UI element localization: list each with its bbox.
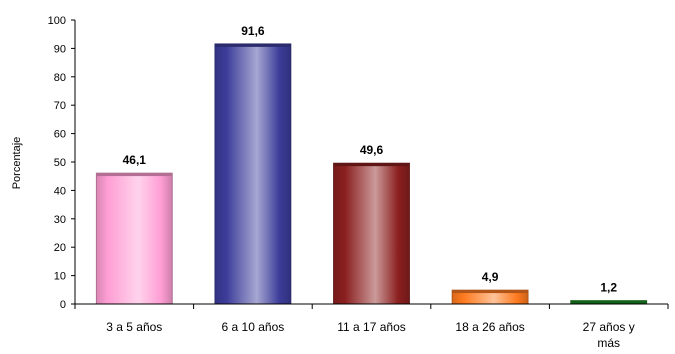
bar-value-label: 4,9 (482, 270, 499, 284)
bar-value-label: 49,6 (360, 143, 384, 157)
y-tick-label: 80 (54, 72, 66, 84)
y-axis: 0 10 20 30 40 50 60 70 80 90 100 (48, 15, 76, 311)
bar (333, 162, 410, 305)
x-tick-label: 3 a 5 años (106, 320, 162, 334)
y-tick-label: 40 (54, 185, 66, 197)
y-tick-label: 90 (54, 43, 66, 55)
bar-value-label: 1,2 (600, 281, 617, 295)
x-tick-label: 18 a 26 años (455, 320, 524, 334)
y-axis-label: Porcentaje (11, 137, 23, 190)
x-tick-label: 11 a 17 años (337, 320, 406, 334)
y-tick-label: 70 (54, 100, 66, 112)
y-tick-label: 0 (60, 299, 66, 311)
bar-value-label: 46,1 (123, 153, 147, 167)
x-axis: 3 a 5 años 6 a 10 años 11 a 17 años 18 a 26… (74, 303, 669, 350)
bar (95, 172, 173, 305)
bars-group: 46,1 91,6 49,6 4,9 1,2 (95, 24, 648, 305)
x-tick-label: 27 años y (583, 320, 635, 334)
y-tick-label: 30 (54, 214, 66, 226)
y-tick-label: 10 (54, 271, 66, 283)
bar-top-cap (96, 173, 173, 177)
y-tick-label: 100 (48, 15, 66, 27)
y-tick-label: 50 (54, 157, 66, 169)
bar (214, 43, 292, 305)
x-tick-label: más (597, 336, 620, 350)
y-tick-label: 20 (54, 242, 66, 254)
bar-top-cap (214, 43, 291, 47)
x-tick-label: 6 a 10 años (222, 320, 285, 334)
y-tick-label: 60 (54, 129, 66, 141)
bar-top-cap (570, 300, 647, 304)
bar-value-label: 91,6 (241, 24, 265, 38)
bar-top-cap (452, 290, 529, 294)
bar-top-cap (333, 163, 410, 167)
